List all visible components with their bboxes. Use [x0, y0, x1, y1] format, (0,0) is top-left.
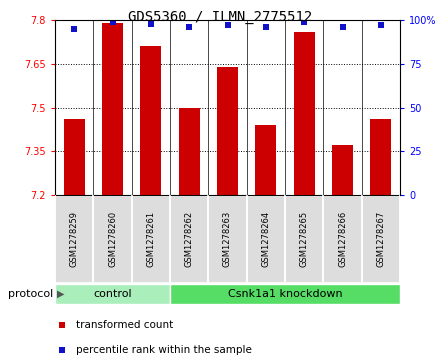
Bar — [293, 32, 315, 195]
Text: GSM1278261: GSM1278261 — [147, 211, 155, 267]
Text: transformed count: transformed count — [76, 320, 173, 330]
Bar — [255, 125, 276, 195]
Bar — [217, 67, 238, 195]
Bar — [93, 195, 132, 283]
Text: GSM1278262: GSM1278262 — [185, 211, 194, 267]
Bar — [55, 195, 93, 283]
Bar — [285, 195, 323, 283]
Bar — [247, 195, 285, 283]
Text: GDS5360 / ILMN_2775512: GDS5360 / ILMN_2775512 — [128, 10, 312, 24]
Text: percentile rank within the sample: percentile rank within the sample — [76, 345, 252, 355]
Text: ▶: ▶ — [57, 289, 65, 299]
Text: protocol: protocol — [7, 289, 53, 299]
Bar — [102, 23, 123, 195]
Bar — [208, 195, 247, 283]
Bar — [170, 195, 208, 283]
Text: Csnk1a1 knockdown: Csnk1a1 knockdown — [227, 289, 342, 299]
Bar — [132, 195, 170, 283]
Bar — [64, 119, 85, 195]
Bar — [362, 195, 400, 283]
Text: control: control — [93, 289, 132, 299]
Bar — [140, 46, 161, 195]
Text: GSM1278267: GSM1278267 — [376, 211, 385, 267]
Bar — [323, 195, 362, 283]
Text: GSM1278259: GSM1278259 — [70, 211, 79, 267]
Text: GSM1278265: GSM1278265 — [300, 211, 309, 267]
Bar — [170, 284, 400, 304]
Text: GSM1278260: GSM1278260 — [108, 211, 117, 267]
Text: GSM1278263: GSM1278263 — [223, 211, 232, 267]
Bar — [370, 119, 391, 195]
Bar — [332, 146, 353, 195]
Bar — [179, 107, 200, 195]
Bar — [55, 284, 170, 304]
Text: GSM1278264: GSM1278264 — [261, 211, 270, 267]
Text: GSM1278266: GSM1278266 — [338, 211, 347, 267]
